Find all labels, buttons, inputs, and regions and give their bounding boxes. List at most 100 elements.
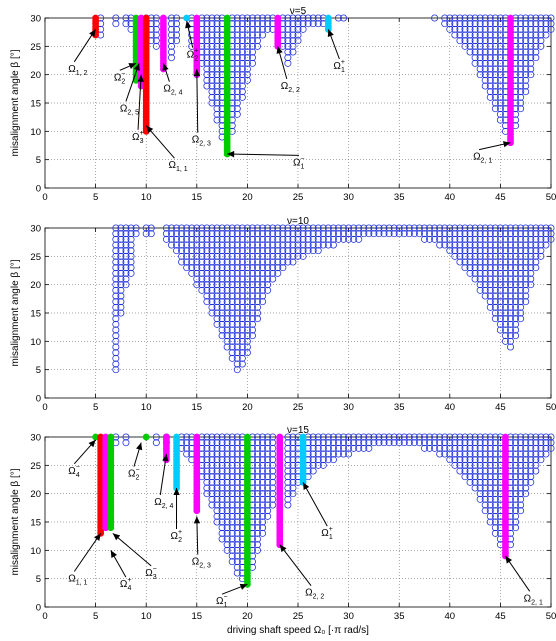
data-point — [486, 59, 494, 67]
data-point — [183, 230, 191, 238]
data-point — [152, 20, 160, 28]
data-point — [476, 230, 484, 238]
data-point — [188, 235, 196, 243]
data-point — [319, 224, 327, 232]
data-point — [269, 484, 277, 492]
data-point — [486, 275, 494, 283]
data-point — [481, 235, 489, 243]
data-point — [208, 235, 216, 243]
data-point — [279, 224, 287, 232]
data-point — [481, 478, 489, 486]
data-point — [496, 42, 504, 50]
data-point — [314, 241, 322, 249]
arrow-head — [227, 150, 235, 158]
data-point — [284, 230, 292, 238]
data-point — [537, 241, 545, 249]
x-tick-label: 50 — [546, 611, 556, 622]
data-point — [233, 450, 241, 458]
x-tick-label: 10 — [141, 611, 152, 622]
data-point — [243, 224, 251, 232]
data-point — [481, 275, 489, 283]
data-point — [223, 224, 231, 232]
data-point — [264, 507, 272, 515]
data-point — [512, 512, 520, 520]
y-tick-label: 30 — [30, 14, 41, 25]
data-point — [512, 326, 520, 334]
data-point — [324, 433, 332, 441]
data-point — [491, 501, 499, 509]
data-point — [243, 31, 251, 39]
data-point — [289, 444, 297, 452]
data-point — [238, 252, 246, 260]
data-point — [471, 439, 479, 447]
data-point — [496, 82, 504, 90]
data-point — [481, 224, 489, 232]
data-point — [512, 444, 520, 452]
data-point — [476, 37, 484, 45]
data-point — [238, 320, 246, 328]
data-point — [471, 31, 479, 39]
data-point — [314, 433, 322, 441]
data-point — [228, 292, 236, 300]
data-point — [517, 444, 525, 452]
data-point — [243, 298, 251, 306]
data-point — [284, 224, 292, 232]
data-point — [304, 241, 312, 249]
data-point — [284, 490, 292, 498]
x-tick-label: 40 — [445, 192, 456, 203]
data-point — [117, 224, 125, 232]
data-point — [481, 65, 489, 73]
data-point — [238, 326, 246, 334]
data-point — [289, 235, 297, 243]
data-point — [264, 25, 272, 33]
annotation-label: Ω1, 1 — [168, 160, 187, 173]
data-point — [162, 224, 170, 232]
data-point — [360, 230, 368, 238]
data-point — [203, 54, 211, 62]
data-point — [532, 461, 540, 469]
data-point — [238, 88, 246, 96]
data-point — [517, 14, 525, 22]
data-point — [319, 241, 327, 249]
data-point — [238, 82, 246, 90]
data-point — [203, 478, 211, 486]
data-point — [243, 303, 251, 311]
data-point — [532, 467, 540, 475]
data-point — [152, 31, 160, 39]
data-point — [284, 25, 292, 33]
data-point — [299, 20, 307, 28]
data-point — [507, 292, 515, 300]
data-point — [466, 20, 474, 28]
data-point — [446, 25, 454, 33]
data-point — [471, 42, 479, 50]
data-point — [491, 444, 499, 452]
data-point — [238, 48, 246, 56]
data-point — [112, 337, 120, 345]
data-point — [264, 258, 272, 266]
data-point — [471, 450, 479, 458]
data-point — [238, 59, 246, 67]
data-point — [228, 298, 236, 306]
data-point — [254, 275, 262, 283]
data-point — [243, 235, 251, 243]
data-point — [167, 54, 175, 62]
data-point — [496, 252, 504, 260]
data-point — [304, 14, 312, 22]
data-point — [501, 326, 509, 334]
data-point — [183, 433, 191, 441]
annotation-label: Ω+ 1 — [333, 59, 345, 74]
data-point — [537, 252, 545, 260]
data-point — [259, 252, 267, 260]
data-point — [238, 230, 246, 238]
data-point — [112, 343, 120, 351]
data-point — [223, 433, 231, 441]
data-point — [259, 507, 267, 515]
data-point — [183, 444, 191, 452]
data-point — [259, 230, 267, 238]
data-point — [218, 303, 226, 311]
data-point — [248, 247, 256, 255]
data-point — [527, 264, 535, 272]
data-point — [532, 450, 540, 458]
data-point — [248, 20, 256, 28]
data-point — [360, 224, 368, 232]
